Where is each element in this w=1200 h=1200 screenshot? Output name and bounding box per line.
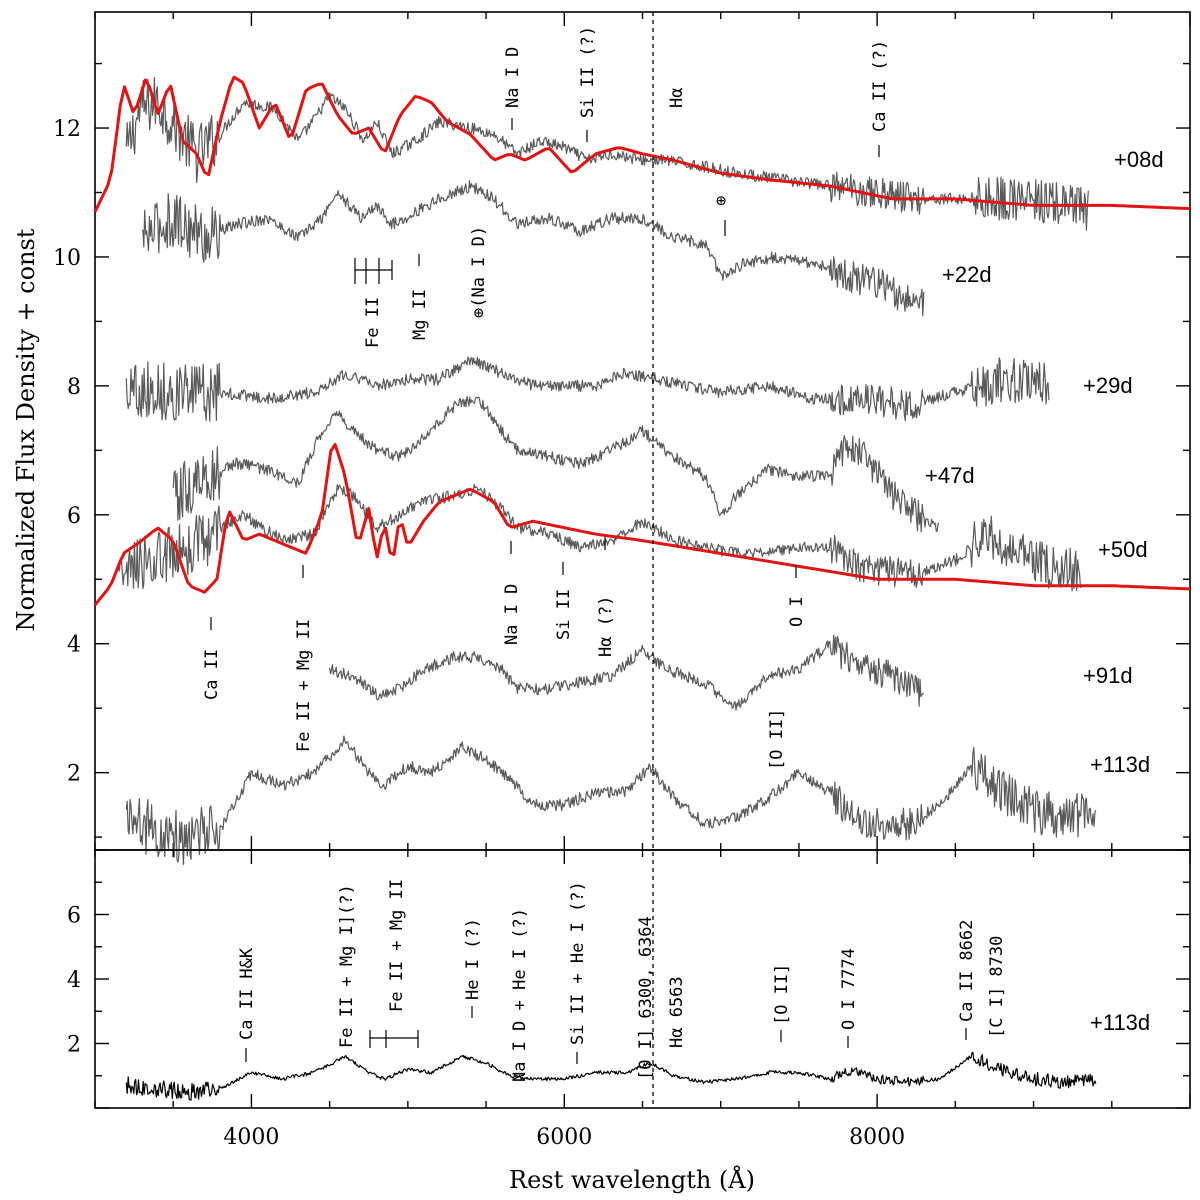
epoch-label-47d: +47d <box>925 463 975 488</box>
epoch-label-113d-bottom: +113d <box>1090 1010 1150 1035</box>
x-tick-label: 8000 <box>849 1125 905 1150</box>
label-na-i-d-mid: Na I D <box>502 584 522 645</box>
label-ca-ii-mid: Ca II <box>202 649 222 700</box>
epoch-label-08d: +08d <box>1114 147 1164 172</box>
label-o-i-6300-6364: [O I] 6300, 6364 <box>636 916 656 1080</box>
epoch-label-29d: +29d <box>1083 373 1133 398</box>
y-axis-title: Normalized Flux Density + const <box>12 228 40 631</box>
epoch-label-91d: +91d <box>1083 663 1133 688</box>
spectrum-line <box>125 735 1097 866</box>
x-tick-label: 6000 <box>536 1125 592 1150</box>
label-fe-ii-mg-ii-bottom: Fe II + Mg II <box>387 879 407 1012</box>
label-ca-ii-8662: Ca II 8662 <box>957 920 977 1022</box>
y-tick-label: 4 <box>67 968 81 993</box>
spectrum-line <box>125 76 1089 231</box>
y-tick-label: 2 <box>67 762 81 787</box>
label-halpha-6563: Hα 6563 <box>667 976 687 1048</box>
label-telluric-top: ⊕ <box>716 191 726 211</box>
spectrum-line <box>329 634 924 711</box>
y-tick-label: 8 <box>67 375 81 400</box>
label-si-ii-top: Si II (?) <box>578 26 598 118</box>
label-telluric-na-i-d: ⊕(Na I D) <box>469 226 489 318</box>
y-tick-label: 4 <box>67 633 81 658</box>
spectrum-line <box>125 356 1050 422</box>
model-spectrum-line <box>93 75 1191 213</box>
label-si-ii-mid: Si II <box>554 589 574 640</box>
bottom-panel: 4000 6000 8000 2 4 6 +113d Ca II H&K Fe II + … <box>67 849 1191 1150</box>
label-o-i-mid: O I <box>787 596 807 627</box>
label-fe-ii-top: Fe II <box>363 297 383 348</box>
bottom-panel-ticks: 4000 6000 8000 2 4 6 <box>67 849 1191 1150</box>
spectrum-line <box>172 396 940 533</box>
label-fe-ii-mg-ii-mid: Fe II + Mg II <box>294 619 314 752</box>
label-halpha-mid: Hα (?) <box>596 596 616 657</box>
label-ca-ii-top: Ca II (?) <box>870 40 890 132</box>
label-fe-ii-mg-i: Fe II + Mg I](?) <box>337 884 357 1048</box>
label-mg-ii-top: Mg II <box>410 289 430 340</box>
epoch-label-22d: +22d <box>942 262 992 287</box>
y-tick-label: 6 <box>67 504 81 529</box>
epoch-label-113d: +113d <box>1090 752 1150 777</box>
y-tick-label: 12 <box>53 117 81 142</box>
label-na-i-d-top: Na I D <box>503 47 523 108</box>
label-o-ii-bottom: [O II] <box>772 964 792 1025</box>
marker-fe-ii-mg-ii-bracket <box>369 1030 419 1048</box>
top-panel: 2 4 6 8 10 12 +08d +22d +29d +47d +50d +91d +… <box>53 11 1191 1108</box>
label-ca-ii-hk: Ca II H&K <box>237 947 257 1040</box>
x-tick-label: 4000 <box>223 1125 279 1150</box>
epoch-label-50d: +50d <box>1098 537 1148 562</box>
y-tick-label: 2 <box>67 1033 81 1058</box>
top-panel-series <box>93 75 1191 866</box>
label-o-i-7774: O I 7774 <box>839 948 859 1030</box>
marker-fe-ii-bracket <box>354 258 393 284</box>
spectrum-line <box>125 1051 1097 1101</box>
spectrum-line <box>117 483 1082 592</box>
label-he-i: He I (?) <box>463 918 483 1000</box>
label-o-ii-mid: [O II] <box>767 709 787 770</box>
top-panel-ticks: 2 4 6 8 10 12 <box>53 12 1191 850</box>
label-si-ii-he-i: Si II + He I (?) <box>568 881 588 1045</box>
model-spectrum-line <box>93 443 1191 606</box>
y-tick-label: 6 <box>67 904 81 929</box>
label-na-i-d-he-i: Na I D + He I (?) <box>510 908 530 1082</box>
y-tick-label: 10 <box>53 246 81 271</box>
bottom-panel-series <box>125 1051 1097 1101</box>
label-halpha-top: Hα <box>667 88 687 108</box>
spectrum-line <box>141 180 925 317</box>
label-c-i-8730: [C I] 8730 <box>987 936 1007 1038</box>
x-axis-title: Rest wavelength (Å) <box>509 1165 755 1194</box>
